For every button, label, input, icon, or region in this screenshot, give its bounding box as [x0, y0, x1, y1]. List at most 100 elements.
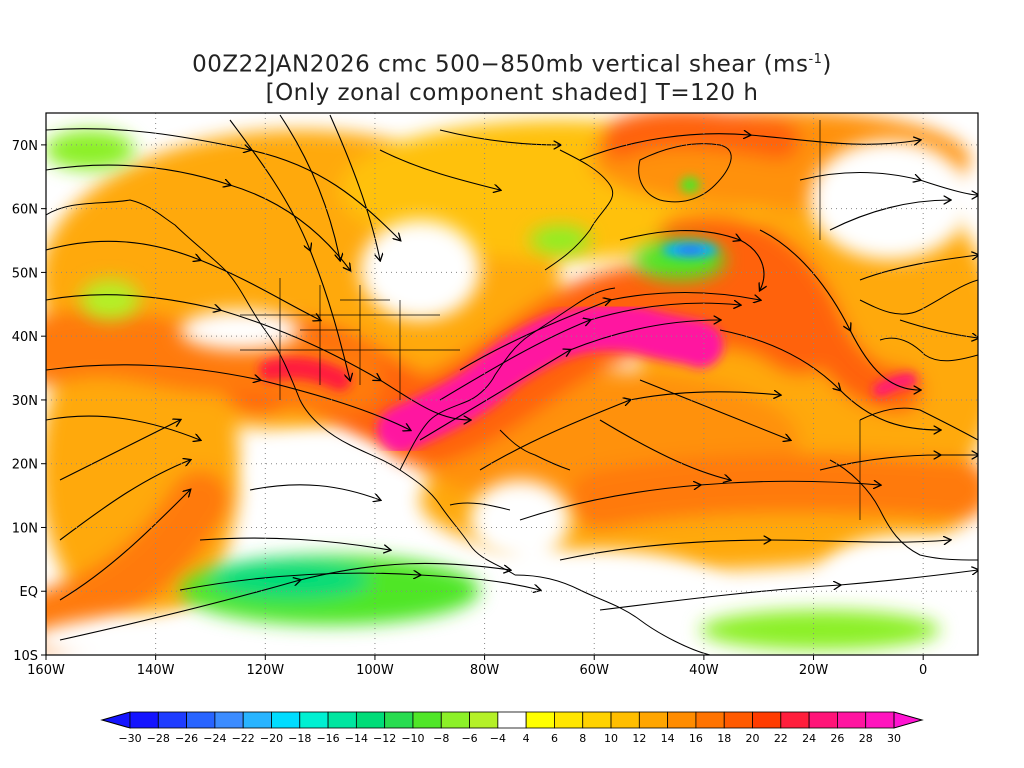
colorbar-label: 8	[579, 732, 586, 745]
colorbar-label: 18	[717, 732, 731, 745]
colorbar-label: −8	[433, 732, 449, 745]
streamline	[459, 291, 760, 371]
colorbar-swatch	[780, 711, 810, 729]
streamline	[559, 540, 950, 561]
colorbar-label: 4	[523, 732, 530, 745]
colorbar-label: −18	[288, 732, 311, 745]
streamline	[249, 484, 380, 500]
colorbar-swatch	[723, 711, 753, 729]
y-tick-label: 50N	[12, 266, 38, 281]
colorbar-label: 26	[830, 732, 844, 745]
streamline	[619, 230, 764, 290]
colorbar-max-arrow	[893, 711, 924, 729]
latitude-axis: 70N 60N 50N 40N 30N 20N 10N EQ 10S	[12, 139, 46, 664]
title-line-2: [Only zonal component shaded] T=120 h	[265, 79, 759, 106]
colorbar-swatch	[469, 711, 499, 729]
colorbar-label: −14	[345, 732, 368, 745]
streamline	[59, 562, 510, 641]
colorbar-swatch	[299, 711, 329, 729]
colorbar-swatch	[695, 711, 725, 729]
streamline	[329, 114, 380, 260]
colorbar-swatch	[327, 711, 357, 729]
colorbar-swatch	[129, 711, 159, 729]
colorbar-label: −28	[147, 732, 170, 745]
colorbar-swatch	[271, 711, 301, 729]
colorbar-label: 30	[887, 732, 901, 745]
colorbar-swatch	[384, 711, 414, 729]
colorbar-swatch	[752, 711, 782, 729]
streamline	[599, 570, 978, 611]
y-tick-label: 30N	[12, 394, 38, 409]
colorbar-label: 28	[859, 732, 873, 745]
y-tick-label: EQ	[20, 585, 38, 600]
colorbar-swatch	[440, 711, 470, 729]
streamline	[59, 460, 190, 541]
colorbar-label: 12	[632, 732, 646, 745]
colorbar-swatch	[837, 711, 867, 729]
streamline	[759, 229, 920, 390]
chart-title: 00Z22JAN2026 cmc 500−850mb vertical shea…	[0, 46, 1024, 107]
streamline	[579, 134, 920, 161]
streamline	[179, 573, 540, 590]
y-tick-label: 40N	[12, 330, 38, 345]
colorbar-swatch	[497, 711, 527, 729]
streamline	[199, 537, 390, 550]
y-tick-label: 70N	[12, 139, 38, 154]
colorbar-label: −16	[316, 732, 339, 745]
colorbar-swatch	[610, 711, 640, 729]
colorbar-label: −24	[203, 732, 226, 745]
x-tick-label: 100W	[356, 663, 394, 678]
y-tick-label: 20N	[12, 458, 38, 473]
colorbar-label: 10	[604, 732, 618, 745]
colorbar-swatch	[865, 711, 895, 729]
streamline	[799, 171, 978, 196]
x-tick-label: 40W	[689, 663, 719, 678]
streamline	[279, 114, 340, 260]
streamline	[829, 200, 950, 231]
streamline	[46, 294, 470, 420]
colorbar-label: −26	[175, 732, 198, 745]
colorbar-swatch	[242, 711, 272, 729]
streamline	[479, 392, 780, 471]
longitude-axis: 160W 140W 120W 100W 80W 60W 40W 20W 0	[27, 655, 927, 678]
colorbar-swatch	[808, 711, 838, 729]
colorbar-label: −12	[373, 732, 396, 745]
streamline	[639, 379, 790, 440]
colorbar-swatch	[554, 711, 584, 729]
colorbar-label: 16	[689, 732, 703, 745]
colorbar-swatch	[355, 711, 386, 729]
x-tick-label: 160W	[27, 663, 65, 678]
colorbar-swatch	[214, 711, 244, 729]
streamline	[59, 490, 190, 601]
colorbar-label: 6	[551, 732, 558, 745]
streamline	[59, 420, 180, 481]
colorbar-swatch	[525, 711, 555, 729]
streamlines	[46, 114, 978, 641]
colorbar-label: −22	[232, 732, 255, 745]
colorbar-swatch	[582, 711, 612, 729]
streamline	[859, 255, 978, 281]
y-tick-label: 60N	[12, 203, 38, 218]
colorbar-label: −4	[490, 732, 506, 745]
streamline	[819, 455, 978, 471]
colorbar-label: 20	[746, 732, 760, 745]
streamline	[46, 240, 320, 320]
colorbar-swatch	[186, 711, 216, 729]
title-line-1: 00Z22JAN2026 cmc 500−850mb vertical shea…	[192, 51, 832, 78]
x-tick-label: 120W	[246, 663, 284, 678]
colorbar-swatch	[667, 711, 697, 729]
streamline	[46, 415, 200, 440]
streamline	[599, 419, 730, 480]
streamline	[46, 128, 400, 240]
colorbar-label: −10	[401, 732, 424, 745]
map-frame	[45, 112, 979, 656]
x-tick-label: 20W	[799, 663, 829, 678]
streamline	[46, 164, 350, 270]
streamline	[379, 149, 500, 190]
colorbar-label: −30	[118, 732, 141, 745]
streamline	[519, 481, 880, 521]
streamline	[46, 364, 410, 430]
x-tick-label: 80W	[470, 663, 500, 678]
colorbar-min-arrow	[100, 711, 131, 729]
